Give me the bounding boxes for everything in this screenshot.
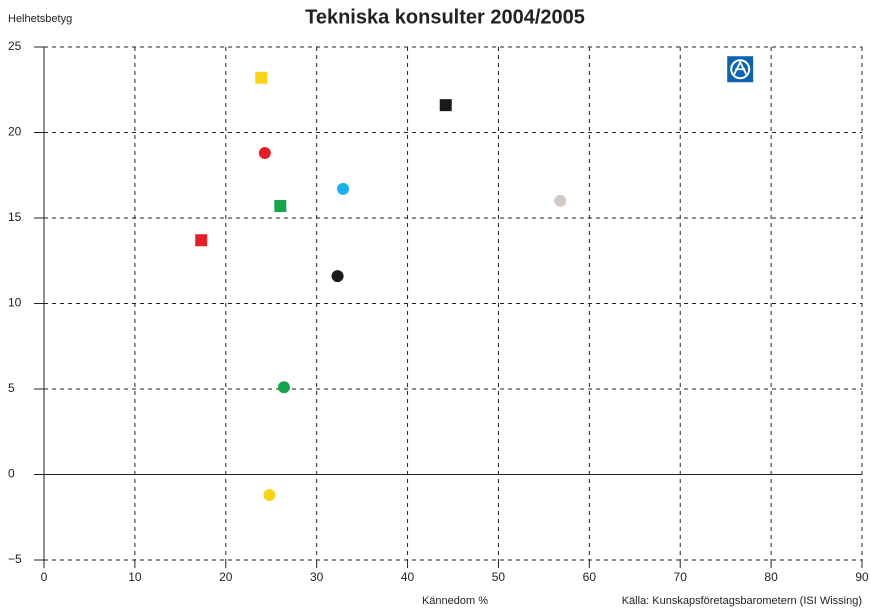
point (439, 99, 452, 112)
x-tick-label: 70 (674, 570, 688, 584)
y-axis-label: Helhetsbetyg (8, 13, 72, 25)
x-tick-label: 0 (41, 570, 48, 584)
y-tick-label: 0 (8, 467, 15, 481)
y-tick-label: 10 (8, 296, 22, 310)
point (195, 234, 208, 247)
chart-title: Tekniska konsulter 2004/2005 (305, 6, 585, 28)
point (263, 489, 276, 502)
point (337, 182, 350, 195)
y-tick-label: 20 (8, 125, 22, 139)
x-tick-label: 50 (492, 570, 506, 584)
point (277, 381, 290, 394)
point (331, 270, 344, 283)
x-tick-label: 10 (128, 570, 142, 584)
point (274, 200, 287, 213)
source: Källa: Kunskapsföretagsbarometern (ISI W… (622, 595, 862, 607)
x-axis-label: Kännedom % (422, 595, 488, 607)
x-tick-label: 40 (401, 570, 415, 584)
x-tick-label: 30 (310, 570, 324, 584)
x-tick-label: 80 (764, 570, 778, 584)
x-tick-label: 90 (855, 570, 869, 584)
point (255, 71, 268, 84)
point (554, 194, 567, 207)
y-tick-label: 25 (8, 39, 22, 53)
y-tick-label: 5 (8, 381, 15, 395)
x-tick-label: 60 (583, 570, 597, 584)
y-tick-label: 15 (8, 210, 22, 224)
point (258, 147, 271, 160)
logo-emblem (733, 60, 748, 75)
y-tick-label: −5 (8, 552, 22, 566)
x-tick-label: 20 (219, 570, 233, 584)
